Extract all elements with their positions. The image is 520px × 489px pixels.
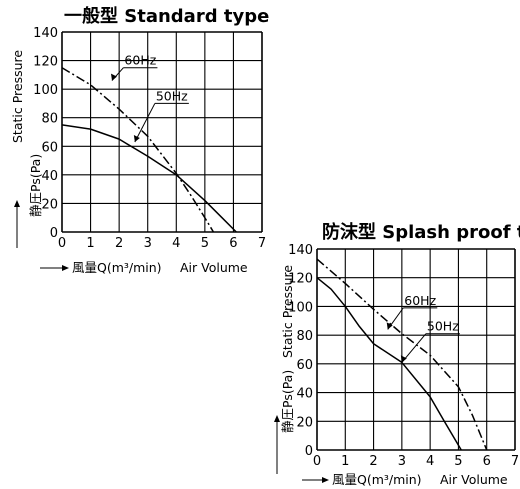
- y-tick-label: 140: [288, 243, 313, 258]
- x-tick-label: 0: [313, 454, 321, 469]
- x-axis-arrowhead-icon: [62, 265, 69, 271]
- y-tick-label: 40: [41, 169, 58, 184]
- x-tick-label: 6: [483, 454, 491, 469]
- series-pointer-arrowhead-icon: [111, 73, 117, 81]
- series-pointer-arrowhead-icon: [133, 135, 140, 142]
- x-tick-label: 3: [398, 454, 406, 469]
- series-pointer-arrowhead-icon: [400, 355, 407, 363]
- series-label: 50Hz: [156, 88, 188, 103]
- chart-tick-labels: 0 1 2 3 4 5 6 7 0 20 40 60 80 100 120 140: [288, 243, 519, 469]
- series-label: 60Hz: [124, 53, 156, 68]
- chart-grid: [61, 31, 263, 233]
- x-tick-label: 1: [86, 236, 94, 251]
- x-tick-label: 0: [58, 236, 66, 251]
- y-tick-label: 20: [296, 415, 313, 430]
- y-tick-label: 80: [41, 112, 58, 127]
- x-tick-label: 7: [511, 454, 519, 469]
- y-axis-arrowhead-icon: [14, 200, 20, 207]
- series-pointer-arrowhead-icon: [386, 322, 393, 330]
- chart-series: 60Hz 50Hz: [61, 53, 237, 233]
- y-tick-label: 100: [33, 83, 58, 98]
- y-tick-label: 60: [296, 358, 313, 373]
- series-label: 60Hz: [404, 293, 436, 308]
- x-tick-label: 6: [229, 236, 237, 251]
- x-tick-label: 3: [144, 236, 152, 251]
- y-tick-label: 20: [41, 197, 58, 212]
- y-tick-label: 0: [305, 444, 313, 459]
- y-axis-label-en: Static Pressure: [280, 265, 295, 358]
- x-tick-label: 4: [426, 454, 434, 469]
- chart-series: 60Hz 50Hz: [316, 258, 488, 451]
- x-axis-arrowhead-icon: [322, 477, 329, 483]
- axis-arrows: [14, 200, 329, 483]
- y-axis-label-en: Static Pressure: [10, 50, 25, 143]
- x-tick-label: 5: [201, 236, 209, 251]
- x-axis-label: 風量Q(m³/min): [332, 472, 422, 487]
- y-tick-label: 0: [50, 226, 58, 241]
- x-tick-label: 1: [341, 454, 349, 469]
- x-tick-label: 5: [454, 454, 462, 469]
- y-tick-label: 140: [33, 26, 58, 41]
- chart-tick-labels: 0 1 2 3 4 5 6 7 0 20 40 60 80 100 120 140: [33, 26, 266, 251]
- x-tick-label: 7: [258, 236, 266, 251]
- x-tick-label: 2: [115, 236, 123, 251]
- y-tick-label: 40: [296, 387, 313, 402]
- y-tick-label: 80: [296, 329, 313, 344]
- series-leader-line: [401, 333, 427, 363]
- x-tick-label: 4: [172, 236, 180, 251]
- y-axis-label: 静圧Ps(Pa): [28, 154, 43, 217]
- series-line-50hz: [316, 277, 462, 451]
- x-axis-label: 風量Q(m³/min): [72, 260, 162, 275]
- chart-title: 防沫型 Splash proof type: [322, 221, 520, 243]
- series-leader-line: [134, 103, 156, 143]
- y-axis-arrowhead-icon: [274, 415, 280, 422]
- series-line-60hz: [316, 258, 488, 451]
- chart-title: 一般型 Standard type: [64, 5, 269, 27]
- x-tick-label: 2: [369, 454, 377, 469]
- y-axis-label: 静圧Ps(Pa): [280, 370, 295, 433]
- series-line-60hz: [61, 67, 215, 233]
- y-tick-label: 60: [41, 140, 58, 155]
- standard-type-chart: 一般型 Standard type 60Hz 50Hz 0 1 2 3 4 5 6 7 0 20 40…: [10, 5, 269, 275]
- series-label: 50Hz: [427, 319, 459, 334]
- y-tick-label: 100: [288, 300, 313, 315]
- series-line-50hz: [61, 124, 237, 233]
- y-tick-label: 120: [288, 272, 313, 287]
- chart-grid: [316, 248, 516, 451]
- x-axis-label-en: Air Volume: [180, 260, 248, 275]
- y-tick-label: 120: [33, 55, 58, 70]
- x-axis-label-en: Air Volume: [440, 472, 508, 487]
